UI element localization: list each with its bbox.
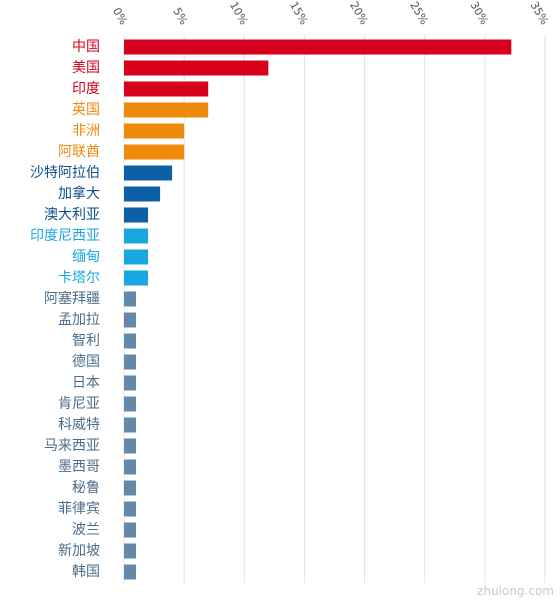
watermark-text: zhulong.com xyxy=(477,584,554,598)
bar xyxy=(124,312,137,328)
bar xyxy=(124,102,209,118)
bar xyxy=(124,522,137,538)
category-label: 英国 xyxy=(72,101,100,118)
bar xyxy=(124,249,149,265)
bar xyxy=(124,480,137,496)
category-label: 墨西哥 xyxy=(58,459,100,475)
bar xyxy=(124,564,137,580)
category-label: 德国 xyxy=(72,354,100,370)
bar xyxy=(124,459,137,475)
bar xyxy=(124,396,137,412)
bar xyxy=(124,207,149,223)
bar xyxy=(124,354,137,370)
category-label: 卡塔尔 xyxy=(58,270,100,286)
bar xyxy=(124,438,137,454)
category-label: 美国 xyxy=(72,60,100,76)
bar xyxy=(124,333,137,349)
x-tick-label: 15% xyxy=(287,0,310,27)
category-label: 阿塞拜疆 xyxy=(44,290,100,307)
category-label: 非洲 xyxy=(72,123,100,139)
bar xyxy=(124,543,137,559)
category-label: 孟加拉 xyxy=(58,312,100,328)
bar xyxy=(124,165,173,181)
category-label: 沙特阿拉伯 xyxy=(30,165,100,181)
x-tick-label: 20% xyxy=(347,0,370,27)
bar xyxy=(124,60,269,76)
x-tick-label: 25% xyxy=(407,0,430,27)
category-label: 秘鲁 xyxy=(72,480,100,496)
category-label: 印度尼西亚 xyxy=(30,228,100,244)
bar xyxy=(124,501,137,517)
category-label: 科威特 xyxy=(58,417,100,433)
bar xyxy=(124,291,137,307)
x-tick-label: 0% xyxy=(110,5,130,27)
category-label: 中国 xyxy=(72,39,100,55)
bar xyxy=(124,228,149,244)
bar xyxy=(124,144,185,160)
x-tick-label: 5% xyxy=(170,5,190,27)
bar xyxy=(124,375,137,391)
bar xyxy=(124,81,209,97)
category-label: 加拿大 xyxy=(58,185,100,202)
x-tick-label: 35% xyxy=(528,0,551,27)
x-tick-label: 10% xyxy=(227,0,250,27)
bar xyxy=(124,186,161,202)
category-label: 波兰 xyxy=(72,522,100,538)
category-label: 缅甸 xyxy=(72,249,100,265)
bar xyxy=(124,39,512,55)
category-label: 日本 xyxy=(72,375,100,391)
category-label: 韩国 xyxy=(72,564,100,580)
x-tick-label: 30% xyxy=(467,0,490,27)
category-label: 澳大利亚 xyxy=(44,207,100,223)
category-label: 新加坡 xyxy=(58,543,100,559)
category-label: 智利 xyxy=(72,333,100,349)
bar xyxy=(124,270,149,286)
category-label: 菲律宾 xyxy=(58,501,100,517)
category-label: 肯尼亚 xyxy=(58,396,100,412)
bar xyxy=(124,123,185,139)
category-label: 印度 xyxy=(72,81,100,97)
bar xyxy=(124,417,137,433)
category-label: 马来西亚 xyxy=(44,438,100,454)
category-label: 阿联酋 xyxy=(58,143,100,160)
